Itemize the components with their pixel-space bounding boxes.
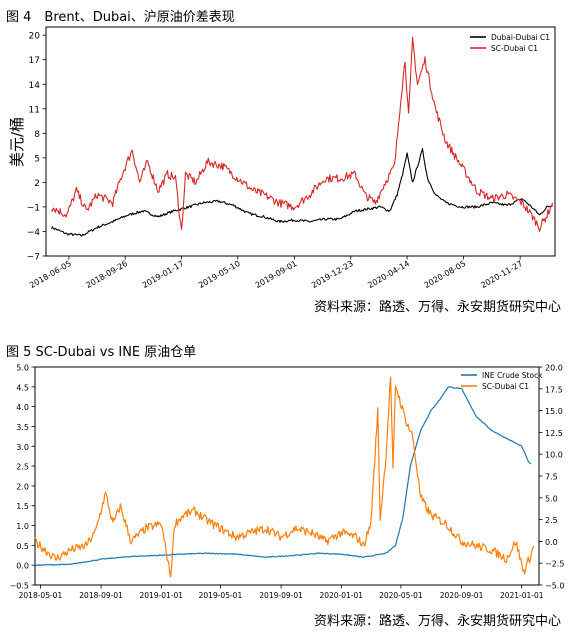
x-tick-label: 2019-05-10: [197, 259, 242, 290]
x-tick-label: 2019-05-01: [199, 591, 243, 600]
x-tick-label: 2020-11-27: [479, 259, 524, 290]
y-tick-label: 3.0: [16, 443, 29, 452]
y-tick-label: −2.5: [545, 560, 564, 569]
x-tick-label: 2019-01-17: [141, 259, 186, 290]
y-tick-label: 2.0: [16, 482, 29, 491]
legend-label-dubai: Dubai-Dubai C1: [491, 33, 550, 42]
figure-5-title: 图 5 SC-Dubai vs INE 原油仓单: [6, 345, 197, 360]
x-tick-label: 2021-01-01: [500, 591, 544, 600]
right-y-axis-ticks: −5.0 −2.5 0.0 2.5 5.0 7.5 10.0 12.5 15.0 17.5 20.0: [539, 364, 564, 591]
y-tick-label: 2: [34, 179, 40, 189]
y-axis-ticks: −7 −4 −1 2 5 8 11 14 17 20: [27, 32, 46, 263]
x-axis-ticks: 2018-06-05 2018-09-26 2019-01-17 2019-05-10…: [28, 256, 524, 290]
y-tick-label: 0.0: [545, 538, 558, 547]
x-tick-label: 2019-09-01: [259, 591, 303, 600]
y-tick-label: 20.0: [545, 364, 563, 373]
figure-5-source: 资料来源：路透、万得、永安期货研究中心: [313, 614, 561, 629]
y-axis-label: 美元/桶: [8, 117, 26, 167]
legend: Dubai-Dubai C1 SC-Dubai C1: [470, 33, 550, 53]
x-tick-label: 2019-12-23: [310, 259, 355, 290]
y-tick-label: 5.0: [545, 494, 558, 503]
x-tick-label: 2019-01-01: [139, 591, 183, 600]
x-tick-label: 2018-06-05: [28, 259, 73, 290]
y-tick-label: 14: [29, 81, 41, 91]
y-tick-label: 4.0: [16, 403, 29, 412]
y-tick-label: 17: [29, 56, 40, 66]
x-tick-label: 2018-09-01: [79, 591, 123, 600]
x-tick-label: 2018-05-01: [19, 591, 63, 600]
x-axis-ticks: 2018-05-01 2018-09-01 2019-01-01 2019-05-01…: [19, 585, 544, 600]
figure-4-title: 图 4 Brent、Dubai、沪原油价差表现: [6, 10, 235, 25]
legend-label-sc: SC-Dubai C1: [482, 382, 529, 391]
y-tick-label: 12.5: [545, 429, 563, 438]
series-line-dubai-dubai-c1: [51, 148, 553, 237]
y-tick-label: 4.5: [16, 383, 29, 392]
y-tick-label: 0.5: [16, 542, 29, 551]
y-tick-label: 0.0: [16, 562, 29, 571]
x-tick-label: 2020-09-01: [440, 591, 484, 600]
x-tick-label: 2018-09-26: [84, 259, 129, 290]
y-tick-label: 8: [34, 130, 40, 140]
y-tick-label: 10.0: [545, 451, 563, 460]
y-tick-label: −5.0: [545, 582, 564, 591]
series-group: [34, 376, 535, 578]
y-tick-label: 1.5: [16, 502, 29, 511]
left-y-axis-ticks: −0.5 0.0 0.5 1.0 1.5 2.0 2.5 3.0 3.5 4.0 4.5 5.0: [10, 364, 35, 591]
series-line-sc-dubai-c1: [34, 376, 535, 578]
series-line-ine-crude-stock: [34, 386, 532, 566]
y-tick-label: 5: [34, 154, 40, 164]
y-tick-label: −7: [27, 253, 40, 263]
legend: INE Crude Stock SC-Dubai C1: [461, 371, 543, 391]
plot-area-frame: [34, 366, 540, 586]
y-tick-label: 7.5: [545, 473, 558, 482]
x-tick-label: 2020-04-14: [366, 259, 411, 290]
y-tick-label: 3.5: [16, 423, 29, 432]
y-tick-label: 15.0: [545, 407, 563, 416]
x-tick-label: 2020-05-01: [379, 591, 423, 600]
y-tick-label: −0.5: [10, 582, 29, 591]
plot-area-frame: [45, 26, 556, 257]
y-tick-label: 2.5: [545, 516, 558, 525]
y-tick-label: 20: [29, 32, 41, 42]
x-tick-label: 2020-01-01: [319, 591, 363, 600]
y-tick-label: 1.0: [16, 522, 29, 531]
legend-label-sc: SC-Dubai C1: [491, 44, 538, 53]
x-tick-label: 2019-09-01: [254, 259, 299, 290]
x-tick-label: 2020-08-05: [423, 259, 468, 290]
y-tick-label: 5.0: [16, 364, 29, 373]
y-tick-label: −1: [27, 203, 40, 213]
chart-sc-dubai-vs-ine-stock: −0.5 0.0 0.5 1.0 1.5 2.0 2.5 3.0 3.5 4.0 4.5 5.0 −5…: [10, 364, 565, 601]
figure-4-source: 资料来源：路透、万得、永安期货研究中心: [313, 300, 561, 315]
y-tick-label: 11: [29, 105, 40, 115]
y-tick-label: 2.5: [16, 463, 29, 472]
series-group: [51, 36, 554, 237]
legend-label-ine: INE Crude Stock: [482, 371, 543, 380]
y-tick-label: 17.5: [545, 385, 563, 394]
y-tick-label: −4: [27, 228, 41, 238]
series-line-sc-dubai-c1: [51, 36, 554, 232]
